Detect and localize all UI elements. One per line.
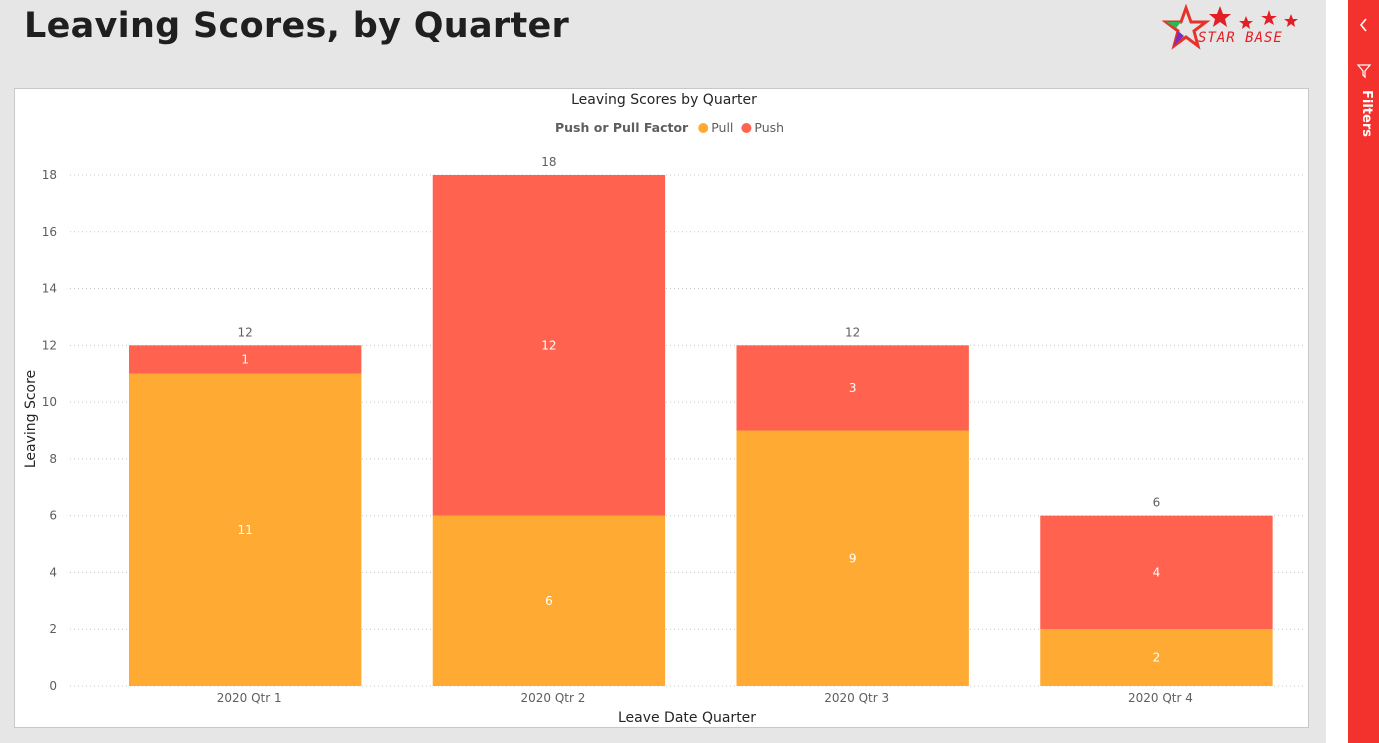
bar-segment-pull xyxy=(736,430,969,686)
legend-marker-push xyxy=(741,123,752,133)
data-label: 12 xyxy=(541,338,556,352)
star-base-logo: STAR BASE xyxy=(1161,3,1308,56)
bar-segment-push xyxy=(432,175,666,516)
bar-segment-push xyxy=(1040,515,1273,630)
legend[interactable]: Pull Push xyxy=(698,120,784,135)
data-label: 6 xyxy=(545,594,553,608)
filters-pane[interactable]: Filters xyxy=(1348,0,1379,743)
y-tick-label: 14 xyxy=(42,282,57,296)
x-tick-label: 2020 Qtr 3 xyxy=(824,691,889,705)
y-tick-label: 16 xyxy=(42,225,57,239)
x-tick-label: 2020 Qtr 4 xyxy=(1128,691,1193,705)
logo-text: STAR BASE xyxy=(1198,30,1283,46)
bar-segment-pull xyxy=(1040,629,1273,686)
data-label: 2 xyxy=(1153,651,1161,665)
total-label: 18 xyxy=(541,155,556,169)
data-label: 1 xyxy=(241,353,249,367)
data-label: 11 xyxy=(238,523,253,537)
bar-segment-push xyxy=(129,345,362,374)
y-tick-label: 12 xyxy=(42,338,57,352)
total-label: 6 xyxy=(1153,496,1161,510)
stacked-bar-chart: Leaving Scores by Quarter Push or Pull F… xyxy=(23,92,1305,726)
right-gutter xyxy=(1326,0,1348,743)
total-label: 12 xyxy=(238,325,253,339)
chart-visual[interactable]: Leaving Scores by Quarter Push or Pull F… xyxy=(14,88,1309,728)
legend-title: Push or Pull Factor xyxy=(555,120,689,135)
data-label: 9 xyxy=(849,551,857,565)
page-title: Leaving Scores, by Quarter xyxy=(24,6,570,46)
y-tick-label: 4 xyxy=(49,565,57,579)
y-axis-title: Leaving Score xyxy=(23,370,39,468)
legend-marker-pull xyxy=(698,123,709,133)
y-tick-label: 6 xyxy=(49,509,57,523)
filters-label[interactable]: Filters xyxy=(1359,90,1374,137)
y-tick-label: 10 xyxy=(42,395,57,409)
data-label: 4 xyxy=(1153,565,1161,579)
y-tick-label: 8 xyxy=(49,452,57,466)
chevron-left-icon[interactable] xyxy=(1357,16,1371,34)
x-tick-label: 2020 Qtr 1 xyxy=(217,691,282,705)
bar-segment-pull xyxy=(432,515,666,686)
chart-title: Leaving Scores by Quarter xyxy=(571,92,757,108)
legend-label-pull: Pull xyxy=(711,120,733,135)
y-tick-label: 0 xyxy=(49,679,57,693)
y-axis-ticks: 0 2 4 6 8 10 12 14 16 18 xyxy=(42,168,57,693)
bar-segment-push xyxy=(736,345,969,431)
y-tick-label: 18 xyxy=(42,168,57,182)
bar-segment-pull xyxy=(129,373,362,686)
x-axis-ticks: 2020 Qtr 1 2020 Qtr 2 2020 Qtr 3 2020 Qtr 4 xyxy=(217,691,1193,705)
y-tick-label: 2 xyxy=(49,622,57,636)
x-axis-title: Leave Date Quarter xyxy=(618,710,756,726)
data-label: 3 xyxy=(849,381,857,395)
filter-icon xyxy=(1356,64,1372,79)
total-label: 12 xyxy=(845,325,860,339)
x-tick-label: 2020 Qtr 2 xyxy=(520,691,585,705)
legend-label-push: Push xyxy=(754,120,784,135)
